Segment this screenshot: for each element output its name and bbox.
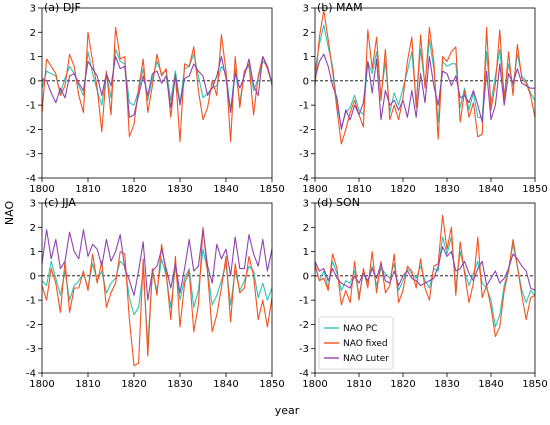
panel-d-son: -4 -3 -2 -1 0 1 2 3 1800 1810 1820 1830 1840 1850 (d) …: [299, 196, 548, 390]
panels-group: -4 -3 -2 -1 0 1 2 3 1800 1810 1820 1830 1840 1850 (a) …: [26, 1, 548, 390]
x-tick-label: 1810: [75, 184, 100, 195]
panel-a-djf: -4 -3 -2 -1 0 1 2 3 1800 1810 1820 1830 1840 1850 (a) …: [26, 1, 285, 195]
x-tick-label: 1830: [434, 379, 459, 390]
series-line-nao-pc: [314, 24, 536, 128]
y-tick-label: -1: [299, 101, 309, 112]
y-tick-label: 0: [30, 76, 36, 87]
y-tick-label: 1: [303, 247, 309, 258]
series-line-nao-fixed: [41, 226, 273, 367]
legend-label-nao-pc: NAO PC: [343, 324, 377, 334]
plot-frame: [41, 7, 273, 179]
plot-frame: [41, 202, 273, 374]
x-tick-label: 1820: [390, 184, 415, 195]
y-tick-label: 2: [303, 223, 309, 234]
series-line-nao-fixed: [41, 26, 273, 143]
legend-label-nao-luter: NAO Luter: [343, 354, 389, 364]
x-tick-label: 1850: [259, 184, 284, 195]
series-line-nao-luter: [41, 56, 273, 118]
y-tick-label: 2: [303, 28, 309, 39]
y-tick-label: 0: [30, 271, 36, 282]
legend-box: [318, 316, 394, 370]
y-tick-label: 3: [303, 4, 309, 15]
panel-b-mam: -4 -3 -2 -1 0 1 2 3 1800 1810 1820 1830 1840 1850 (b) …: [299, 1, 548, 195]
panel-c-jja: -4 -3 -2 -1 0 1 2 3 1800 1810 1820 1830 1840 1850 (c) …: [26, 196, 285, 390]
y-tick-label: -3: [299, 344, 309, 355]
plot-frame: [314, 202, 536, 374]
panel-title: (c) JJA: [44, 196, 76, 209]
y-tick-label: -1: [26, 101, 36, 112]
legend: NAO PC NAO fixed NAO Luter: [318, 316, 394, 370]
y-tick-label: 3: [30, 4, 36, 15]
y-tick-label: 3: [30, 199, 36, 210]
y-tick-label: 2: [30, 28, 36, 39]
y-tick-label: -3: [299, 149, 309, 160]
x-tick-label: 1810: [346, 184, 371, 195]
x-tick-label: 1820: [390, 379, 415, 390]
y-tick-label: 1: [30, 247, 36, 258]
y-tick-label: 1: [30, 52, 36, 63]
y-tick-label: -4: [26, 369, 36, 380]
x-tick-label: 1820: [121, 184, 146, 195]
legend-label-nao-fixed: NAO fixed: [343, 339, 388, 349]
series-line-nao-pc: [41, 248, 273, 345]
x-tick-label: 1800: [302, 184, 327, 195]
y-tick-label: -4: [26, 174, 36, 185]
x-axis-label: year: [275, 404, 300, 417]
x-tick-label: 1850: [259, 379, 284, 390]
series-line-nao-fixed: [314, 9, 536, 145]
y-tick-label: 0: [303, 76, 309, 87]
x-tick-label: 1830: [167, 184, 192, 195]
series-line-nao-luter: [314, 53, 535, 130]
series-line-nao-fixed: [314, 214, 536, 338]
y-tick-label: -2: [26, 125, 36, 136]
y-tick-label: -1: [26, 296, 36, 307]
y-tick-label: -3: [26, 149, 36, 160]
y-axis-label: NAO: [3, 201, 16, 226]
y-tick-label: -2: [299, 125, 309, 136]
y-tick-label: 3: [303, 199, 309, 210]
series-line-nao-pc: [314, 236, 536, 328]
x-tick-label: 1840: [213, 184, 238, 195]
x-tick-label: 1810: [346, 379, 371, 390]
y-tick-label: 1: [303, 52, 309, 63]
y-tick-label: 2: [30, 223, 36, 234]
y-tick-label: -3: [26, 344, 36, 355]
series-line-nao-luter: [41, 229, 273, 301]
x-tick-label: 1820: [121, 379, 146, 390]
x-tick-label: 1840: [478, 184, 503, 195]
panel-title: (a) DJF: [44, 1, 81, 14]
x-tick-label: 1840: [213, 379, 238, 390]
x-tick-label: 1830: [434, 184, 459, 195]
x-tick-label: 1800: [29, 379, 54, 390]
x-tick-label: 1810: [75, 379, 100, 390]
x-tick-label: 1840: [478, 379, 503, 390]
x-tick-label: 1800: [302, 379, 327, 390]
x-tick-label: 1830: [167, 379, 192, 390]
series-line-nao-luter: [314, 246, 536, 291]
x-tick-label: 1850: [522, 379, 547, 390]
y-tick-label: -2: [299, 320, 309, 331]
plot-frame: [314, 7, 536, 179]
y-tick-label: 0: [303, 271, 309, 282]
y-tick-label: -1: [299, 296, 309, 307]
panel-title: (d) SON: [317, 196, 360, 209]
y-tick-label: -2: [26, 320, 36, 331]
x-tick-label: 1800: [29, 184, 54, 195]
y-tick-label: -4: [299, 174, 309, 185]
panel-title: (b) MAM: [317, 1, 363, 14]
x-tick-label: 1850: [522, 184, 547, 195]
y-tick-label: -4: [299, 369, 309, 380]
